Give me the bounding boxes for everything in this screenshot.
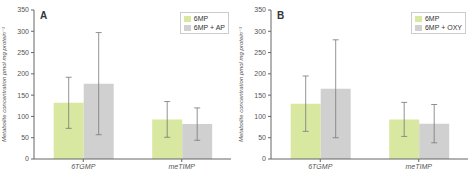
svg-text:meTIMP: meTIMP — [169, 163, 196, 170]
html-text:A: A — [40, 10, 48, 21]
svg-text:300: 300 — [17, 28, 29, 35]
svg-text:Metabolite concentration pmol: Metabolite concentration pmol mg protein… — [238, 27, 244, 142]
svg-text:meTIMP: meTIMP — [406, 163, 433, 170]
html-text:6MP + AP: 6MP + AP — [193, 24, 225, 31]
html-text:6MP + OXY: 6MP + OXY — [425, 24, 462, 31]
svg-text:200: 200 — [254, 70, 266, 77]
html-text:B: B — [277, 10, 285, 21]
svg-text:150: 150 — [17, 92, 29, 99]
svg-text:300: 300 — [254, 28, 266, 35]
svg-text:0: 0 — [262, 155, 266, 162]
svg-text:0: 0 — [25, 155, 29, 162]
html-text:6MP: 6MP — [425, 15, 440, 22]
svg-text:6TGMP: 6TGMP — [308, 163, 332, 170]
svg-text:350: 350 — [17, 6, 29, 13]
svg-text:250: 250 — [17, 49, 29, 56]
svg-text:350: 350 — [254, 6, 266, 13]
svg-text:6TGMP: 6TGMP — [71, 163, 95, 170]
svg-text:100: 100 — [17, 113, 29, 120]
svg-text:200: 200 — [17, 70, 29, 77]
svg-text:50: 50 — [258, 134, 266, 141]
svg-text:100: 100 — [254, 113, 266, 120]
svg-text:150: 150 — [254, 92, 266, 99]
html-text:6MP: 6MP — [193, 15, 209, 22]
svg-text:50: 50 — [21, 134, 29, 141]
svg-text:250: 250 — [254, 49, 266, 56]
